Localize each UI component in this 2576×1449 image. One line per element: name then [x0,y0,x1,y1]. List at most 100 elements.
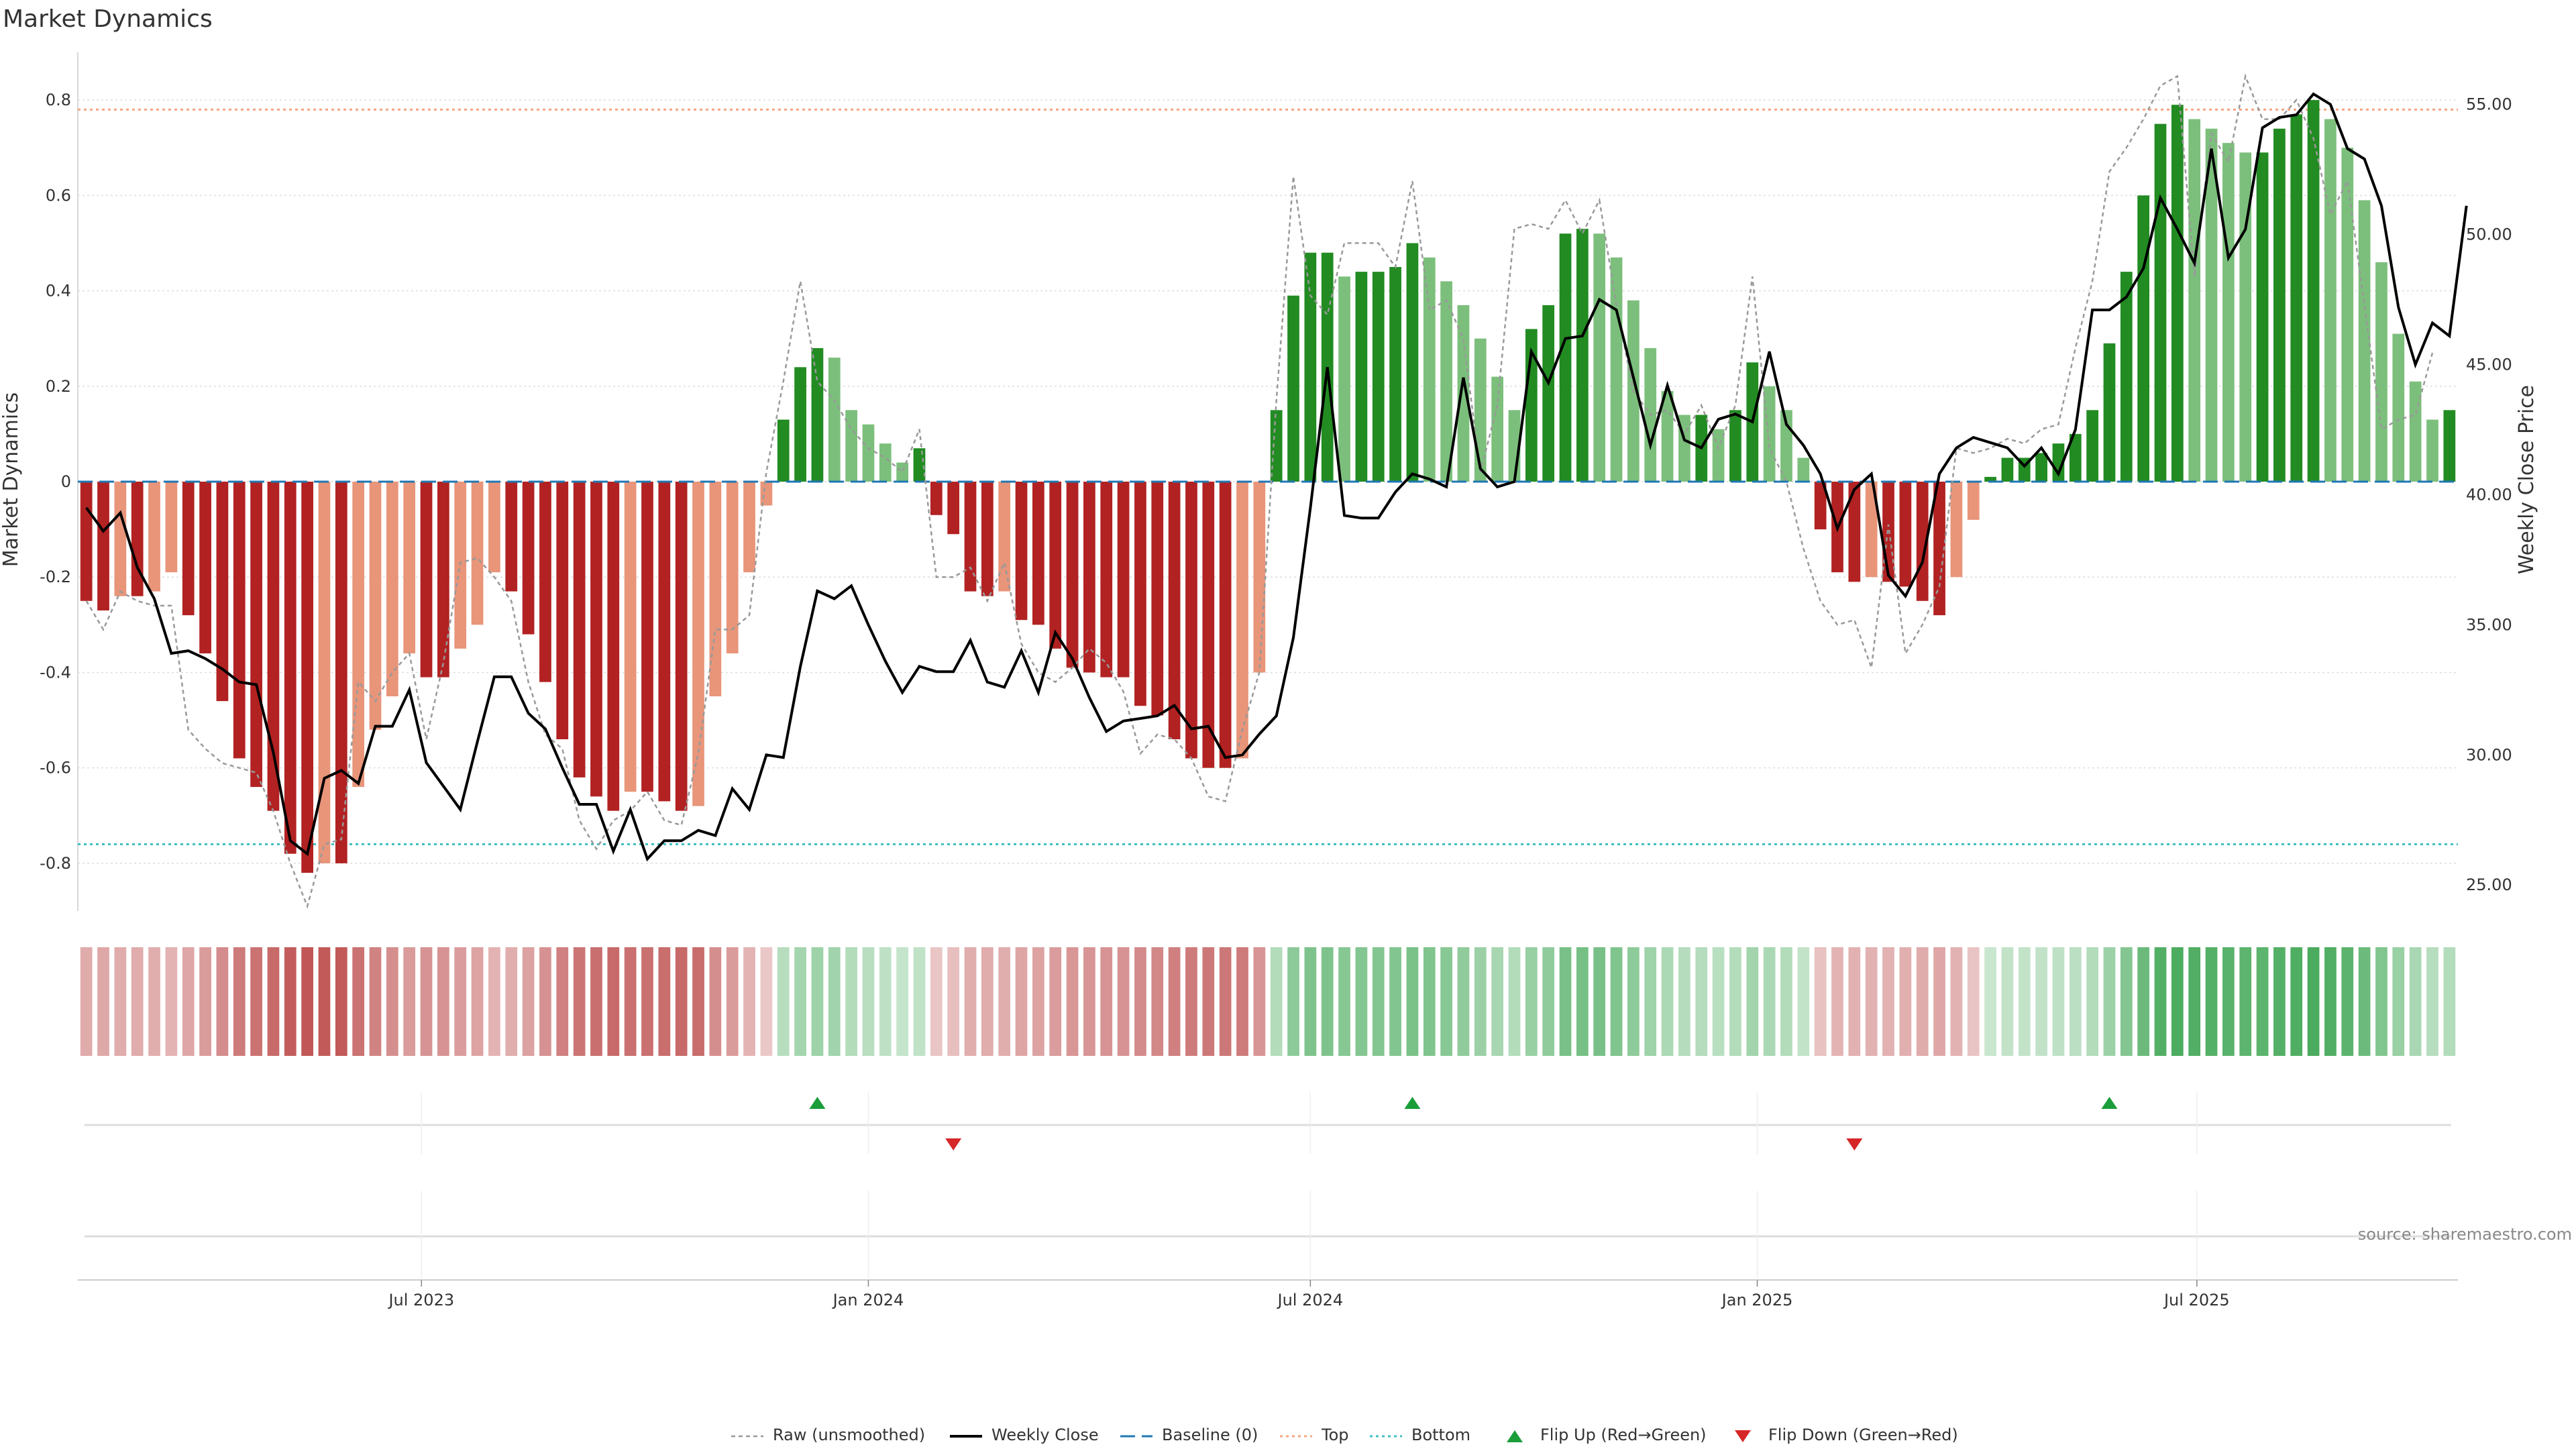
momentum-bar [267,482,280,811]
momentum-bar [2341,148,2354,482]
heat-cell [1372,947,1385,1056]
heat-cell [2001,947,2014,1056]
momentum-bar [913,448,926,482]
momentum-bar [1134,482,1146,706]
heat-cell [896,947,908,1056]
heat-cell [284,947,297,1056]
momentum-bar [2256,152,2269,482]
momentum-bar [1355,272,1368,482]
momentum-bar [794,367,806,482]
momentum-bar [301,482,313,873]
heat-cell [1661,947,1674,1056]
heat-cell [471,947,484,1056]
heat-cell [1100,947,1113,1056]
momentum-bar [488,482,500,573]
heat-cell [1967,947,1980,1056]
momentum-bar [1389,267,1401,482]
momentum-bar [2154,123,2167,482]
heat-cell [420,947,433,1056]
heat-cell [1984,947,1996,1056]
momentum-bar [233,482,246,759]
momentum-bar [930,482,943,515]
legend-label: Flip Down (Green→Red) [1768,1426,1958,1444]
heat-cell [2409,947,2422,1056]
heat-cell [301,947,313,1056]
momentum-bar [131,482,144,596]
close-line [85,92,2468,862]
momentum-bar [1236,482,1248,759]
heat-cell [1321,947,1334,1056]
heat-cell [1134,947,1146,1056]
momentum-bar [658,482,671,802]
heat-cell [2069,947,2082,1056]
momentum-bar [1151,482,1164,716]
momentum-bar [811,347,824,482]
heat-cell [216,947,229,1056]
momentum-bar [2137,195,2150,482]
momentum-bar [437,482,449,678]
heat-cell [1695,947,1708,1056]
heat-cell [2392,947,2405,1056]
momentum-bar [1100,482,1113,678]
momentum-bar [1372,272,1385,482]
momentum-bar [1457,305,1470,482]
heat-cell [760,947,773,1056]
momentum-bar [862,424,875,482]
heat-cell [1525,947,1538,1056]
y-left-tick: -0.8 [40,854,71,873]
heat-cell [1117,947,1130,1056]
heat-cell [1950,947,1963,1056]
momentum-bar [1491,376,1503,482]
momentum-bar [1185,482,1197,759]
heat-cell [1763,947,1776,1056]
heat-cell [1185,947,1197,1056]
momentum-bar [726,482,739,653]
heat-cell [1219,947,1232,1056]
momentum-bar [1423,257,1436,482]
momentum-bar [2222,143,2235,482]
heat-cell [1032,947,1044,1056]
momentum-bar [964,482,977,592]
legend-swatch [1735,1430,1751,1442]
y-right-tick: 25.00 [2466,875,2512,894]
heat-cell [879,947,892,1056]
momentum-bar [981,482,994,596]
heat-cell [2205,947,2218,1056]
legend-label: Bottom [1411,1426,1470,1444]
heat-cell [1457,947,1470,1056]
heat-cell [930,947,943,1056]
heat-cell [1542,947,1555,1056]
heat-cell [97,947,109,1056]
momentum-bar [97,482,109,610]
heat-cell [2188,947,2201,1056]
raw-line [85,73,2434,909]
heat-cell [726,947,739,1056]
y-right-tick: 40.00 [2466,485,2512,504]
momentum-bar [1338,276,1350,482]
heat-cell [1440,947,1452,1056]
momentum-bar [1083,482,1095,673]
heat-cell [2171,947,2184,1056]
momentum-bar [692,482,704,806]
heat-cell [1814,947,1827,1056]
heat-cell [165,947,178,1056]
momentum-bar [675,482,688,811]
heat-cell [658,947,671,1056]
y-left-tick: -0.6 [40,759,71,777]
heat-cell [1151,947,1164,1056]
momentum-bar [1559,233,1572,482]
heat-cell [845,947,857,1056]
heat-strip [80,947,2456,1056]
momentum-bar [403,482,416,653]
heat-cell [947,947,960,1056]
momentum-bar [1933,482,1945,616]
momentum-bar [505,482,518,592]
heat-cell [1610,947,1623,1056]
momentum-bar [2103,343,2116,482]
momentum-bar [420,482,433,678]
momentum-bar [165,482,178,573]
heat-cell [369,947,382,1056]
heat-cell [964,947,977,1056]
x-tick-label: Jul 2025 [2163,1291,2230,1309]
